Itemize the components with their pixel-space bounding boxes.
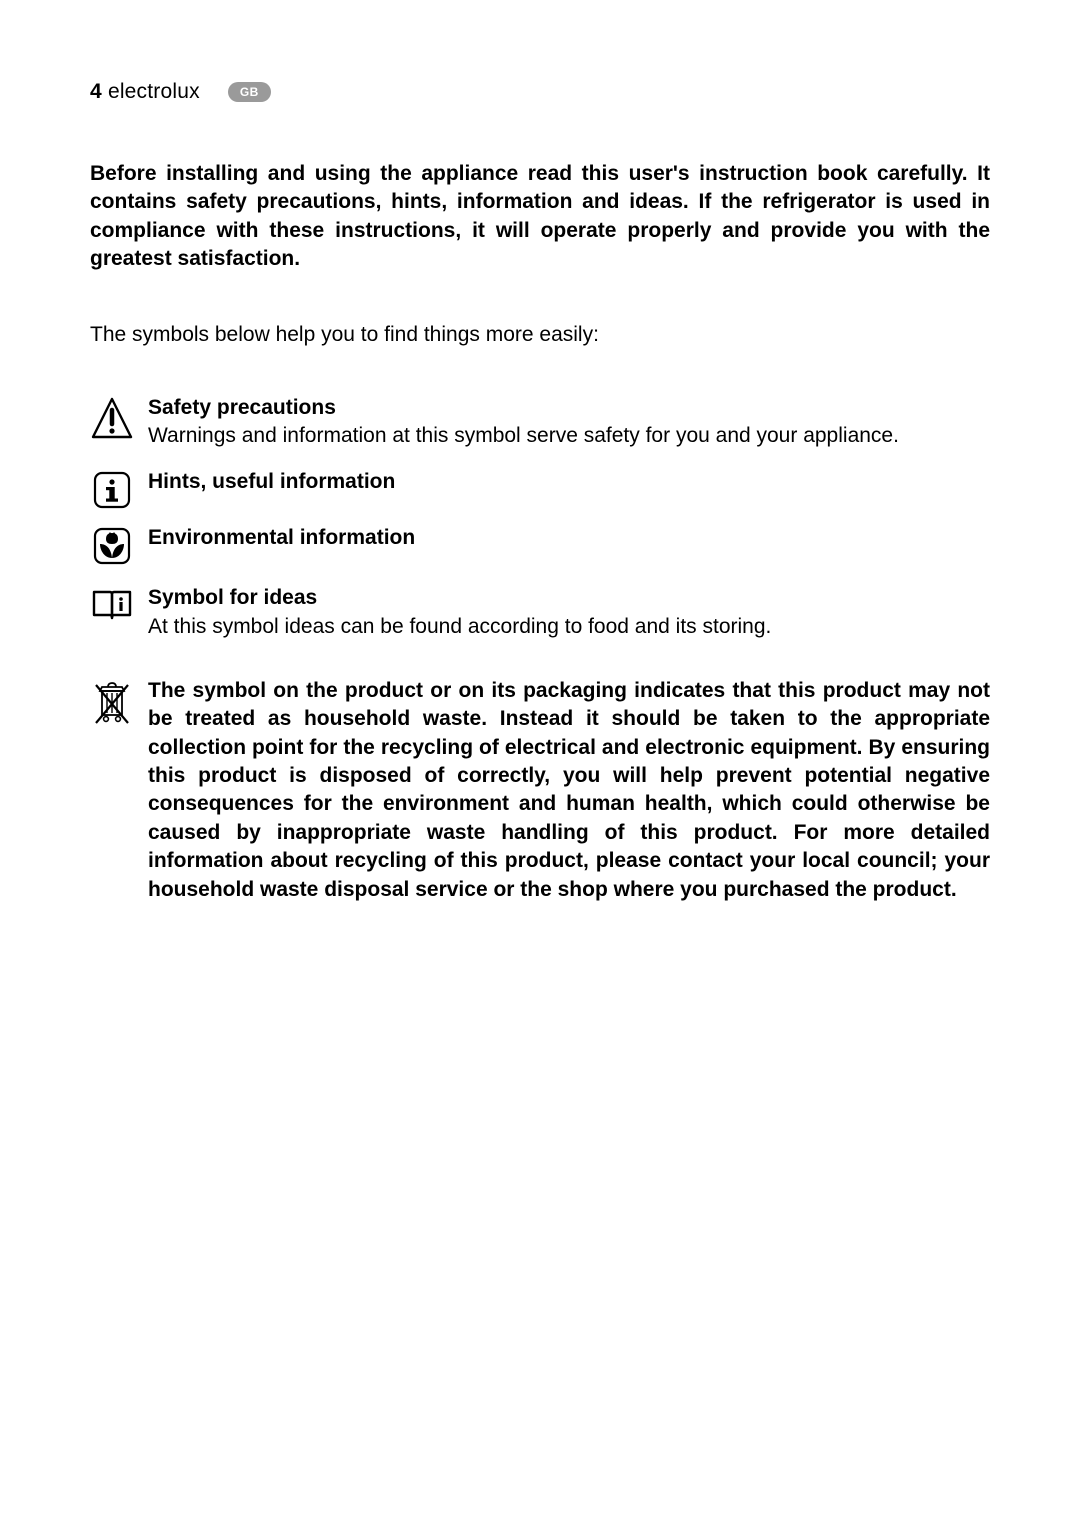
symbol-item-text: Safety precautions Warnings and informat… xyxy=(148,394,990,451)
symbol-item-text: Symbol for ideas At this symbol ideas ca… xyxy=(148,584,990,641)
symbol-item-text: Hints, useful information xyxy=(148,468,990,496)
symbol-item-title: Environmental information xyxy=(148,526,415,549)
symbol-item-title: Safety precautions xyxy=(148,396,336,419)
symbol-item-title: Hints, useful information xyxy=(148,470,395,493)
symbol-item-desc: Warnings and information at this symbol … xyxy=(148,424,899,447)
flower-box-icon xyxy=(90,524,134,566)
symbol-item-desc: At this symbol ideas can be found accord… xyxy=(148,615,771,638)
book-info-icon xyxy=(90,584,134,626)
symbol-item: Safety precautions Warnings and informat… xyxy=(90,394,990,451)
page-number: 4 xyxy=(90,80,102,103)
warning-triangle-icon xyxy=(90,394,134,442)
recycle-block: The symbol on the product or on its pack… xyxy=(90,677,990,904)
symbol-item: Symbol for ideas At this symbol ideas ca… xyxy=(90,584,990,641)
symbol-item: Hints, useful information xyxy=(90,468,990,510)
lead-paragraph: The symbols below help you to find thing… xyxy=(90,321,990,349)
page-brand-line: 4 electrolux xyxy=(90,80,200,104)
language-badge: GB xyxy=(228,82,271,102)
symbol-item: Environmental information xyxy=(90,524,990,566)
info-box-icon xyxy=(90,468,134,510)
symbol-item-title: Symbol for ideas xyxy=(148,586,317,609)
intro-paragraph: Before installing and using the applianc… xyxy=(90,160,990,273)
symbol-item-text: Environmental information xyxy=(148,524,990,552)
recycle-text: The symbol on the product or on its pack… xyxy=(148,677,990,904)
crossed-bin-icon xyxy=(90,677,134,729)
brand-name: electrolux xyxy=(108,80,200,103)
page-header: 4 electrolux GB xyxy=(90,80,990,104)
